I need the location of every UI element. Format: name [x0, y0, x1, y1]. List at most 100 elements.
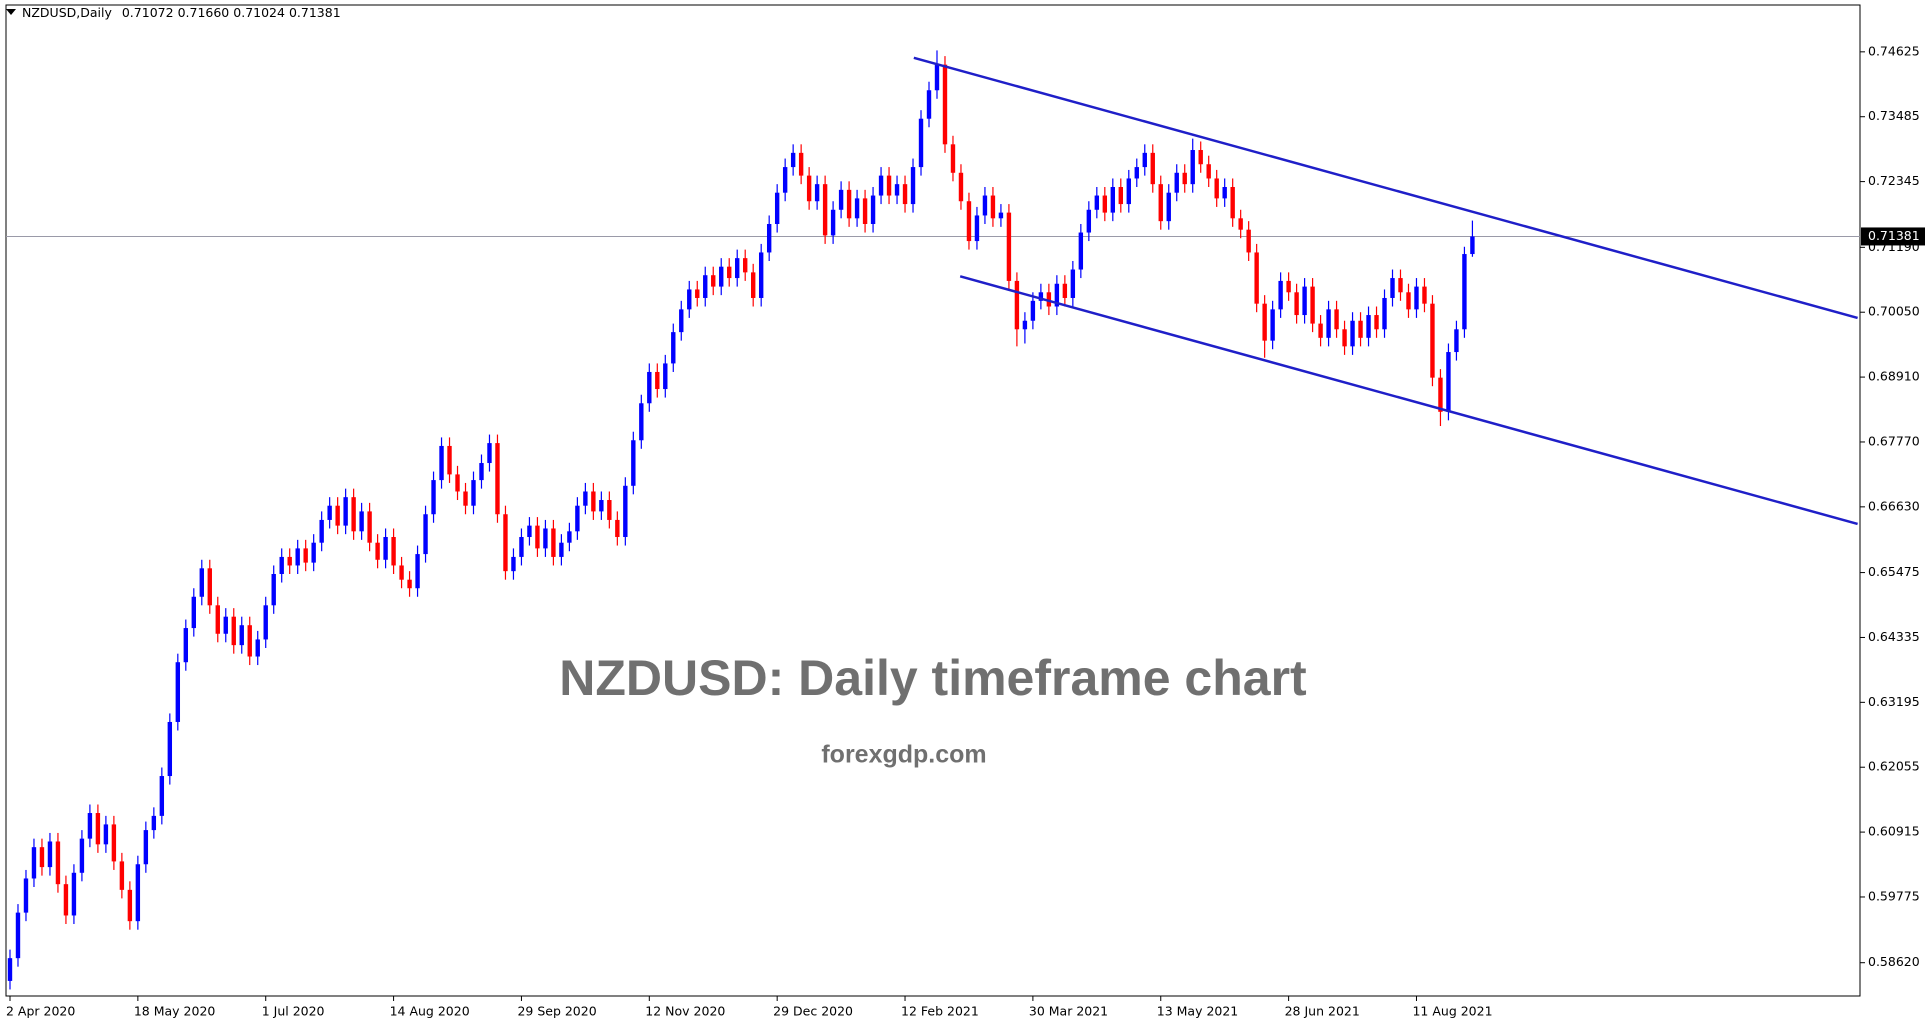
candle-body — [23, 878, 29, 913]
candle-body — [862, 198, 868, 224]
candle-body — [830, 209, 836, 236]
candle-body — [1382, 297, 1387, 330]
candle-body — [727, 266, 732, 279]
candle-body — [1326, 309, 1331, 338]
candle-body — [1182, 172, 1187, 185]
header-price: 0.71072 — [122, 5, 174, 20]
candle-body — [1198, 150, 1203, 165]
candle-body — [1062, 283, 1068, 298]
candle-body — [758, 252, 764, 298]
candle-body — [918, 118, 924, 168]
candle-body — [782, 167, 788, 193]
x-tick-label: 18 May 2020 — [134, 1004, 216, 1019]
candle-body — [1230, 187, 1235, 219]
candle-body — [1446, 352, 1451, 412]
candle-body — [127, 889, 133, 922]
x-tick-label: 1 Jul 2020 — [262, 1004, 325, 1019]
candle-body — [990, 195, 996, 219]
candle-body — [439, 445, 444, 481]
x-tick-label: 12 Nov 2020 — [645, 1004, 725, 1019]
candle-body — [1262, 303, 1267, 341]
candle-body — [1158, 184, 1163, 222]
candle-body — [790, 152, 796, 168]
candle-body — [1190, 150, 1195, 185]
candle-body — [1142, 152, 1147, 168]
candle-body — [1342, 329, 1347, 347]
candle-body — [1358, 320, 1363, 338]
candle-body — [247, 625, 252, 657]
candle-body — [335, 505, 340, 526]
x-tick-label: 2 Apr 2020 — [6, 1004, 75, 1019]
candle-body — [1310, 286, 1315, 324]
candle-body — [719, 266, 724, 287]
watermark-title: NZDUSD: Daily timeframe chart — [559, 650, 1307, 706]
candle-body — [1166, 192, 1171, 222]
candle-body — [351, 497, 356, 532]
candle-body — [854, 198, 860, 219]
candle-body — [1038, 292, 1044, 301]
y-tick-label: 0.63195 — [1868, 694, 1920, 709]
candle-body — [679, 309, 684, 333]
candle-body — [982, 195, 988, 216]
candle-body — [1406, 292, 1411, 310]
candle-body — [407, 579, 412, 589]
x-tick-label: 29 Dec 2020 — [773, 1004, 853, 1019]
candle-body — [279, 556, 284, 575]
candle-body — [583, 491, 588, 506]
candle-body — [63, 884, 69, 916]
candle-body — [886, 175, 892, 196]
header: NZDUSD,Daily 0.71072 0.71660 0.71024 0.71381 — [22, 5, 341, 20]
candle-body — [47, 841, 53, 868]
candle-body — [1126, 178, 1131, 205]
header-price: 0.71381 — [289, 5, 341, 20]
y-tick-label: 0.62055 — [1868, 759, 1920, 774]
candle-body — [1334, 309, 1339, 330]
candle-body — [615, 519, 620, 538]
candle-body — [1102, 195, 1108, 213]
candle-body — [1022, 320, 1028, 330]
y-tick-label: 0.64335 — [1868, 629, 1920, 644]
candle-body — [822, 184, 828, 236]
y-tick-label: 0.65475 — [1868, 564, 1920, 579]
y-tick-label: 0.60915 — [1868, 824, 1920, 839]
candle-body — [183, 628, 189, 663]
candle-body — [575, 505, 580, 532]
candle-body — [1246, 229, 1251, 253]
candle-body — [1270, 309, 1275, 341]
candle-body — [1350, 320, 1355, 347]
candle-body — [1014, 280, 1020, 330]
y-tick-label: 0.68910 — [1868, 369, 1920, 384]
menu-arrow[interactable] — [6, 9, 16, 15]
candle-body — [743, 258, 748, 273]
candle-body — [599, 500, 604, 512]
candle-body — [1110, 187, 1116, 213]
candle-body — [159, 776, 165, 816]
watermark-site: forexgdp.com — [821, 741, 986, 769]
candle-body — [1278, 280, 1283, 310]
candle-body — [1462, 254, 1467, 330]
candle-body — [287, 556, 292, 566]
candle-body — [974, 215, 980, 242]
candle-body — [1086, 209, 1092, 233]
candle-body — [567, 531, 572, 543]
candle-body — [503, 514, 508, 572]
candle-body — [455, 474, 460, 492]
x-tick-label: 12 Feb 2021 — [901, 1004, 979, 1019]
candle-body — [1214, 178, 1219, 199]
candle-body — [471, 480, 476, 506]
candle-body — [870, 195, 876, 224]
candle-body — [934, 64, 940, 91]
candle-body — [1318, 323, 1323, 338]
y-tick-label: 0.73485 — [1868, 108, 1920, 123]
candle-body — [1174, 172, 1179, 193]
candle-body — [1302, 286, 1307, 316]
candle-body — [671, 332, 676, 364]
trend-line — [959, 275, 1858, 526]
candle-body — [902, 184, 908, 205]
candle-body — [551, 528, 556, 557]
candle-body — [1366, 315, 1371, 338]
candle-body — [1374, 315, 1379, 330]
candle-body — [623, 485, 628, 538]
